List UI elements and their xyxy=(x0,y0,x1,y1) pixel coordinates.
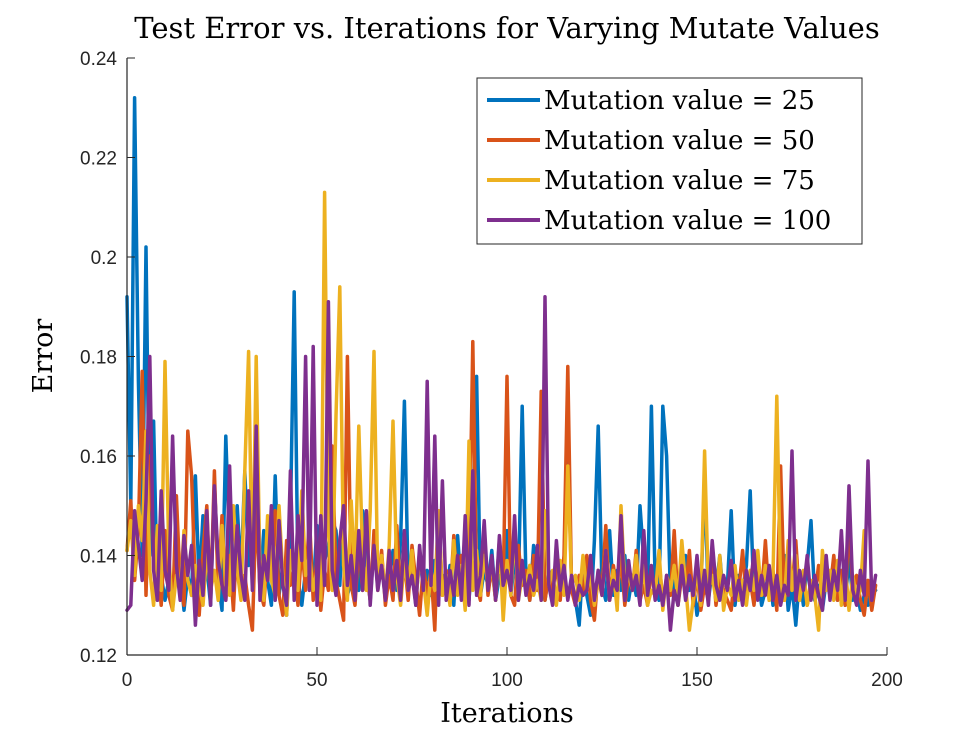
x-tick-label: 50 xyxy=(306,670,327,691)
y-tick-label: 0.24 xyxy=(80,49,117,70)
legend-label-1: Mutation value = 25 xyxy=(544,86,815,116)
chart-title: Test Error vs. Iterations for Varying Mu… xyxy=(134,11,879,45)
legend: Mutation value = 25 Mutation value = 50 Mu… xyxy=(476,77,863,245)
y-tick-label: 0.18 xyxy=(80,348,117,369)
x-axis-label: Iterations xyxy=(440,698,573,729)
legend-label-3: Mutation value = 75 xyxy=(544,166,815,196)
series-group xyxy=(125,96,878,632)
y-tick-label: 0.14 xyxy=(80,547,117,568)
legend-label-4: Mutation value = 100 xyxy=(544,206,831,236)
y-tick-label: 0.22 xyxy=(80,149,117,170)
legend-box xyxy=(476,77,863,245)
x-tick-label: 200 xyxy=(871,670,903,691)
y-axis-label: Error xyxy=(28,319,59,394)
y-tick-label: 0.12 xyxy=(80,646,117,667)
x-tick-label: 150 xyxy=(681,670,713,691)
y-tick-label: 0.2 xyxy=(91,248,117,269)
series-line-4 xyxy=(125,295,878,632)
legend-label-2: Mutation value = 50 xyxy=(544,126,815,156)
x-tick-label: 100 xyxy=(491,670,523,691)
x-tick-label: 0 xyxy=(122,670,133,691)
y-tick-label: 0.16 xyxy=(80,447,117,468)
ticks-group: 0 50 100 150 200 0.12 0.14 0.16 0.18 0.2 0.22 0.24 xyxy=(80,49,903,691)
